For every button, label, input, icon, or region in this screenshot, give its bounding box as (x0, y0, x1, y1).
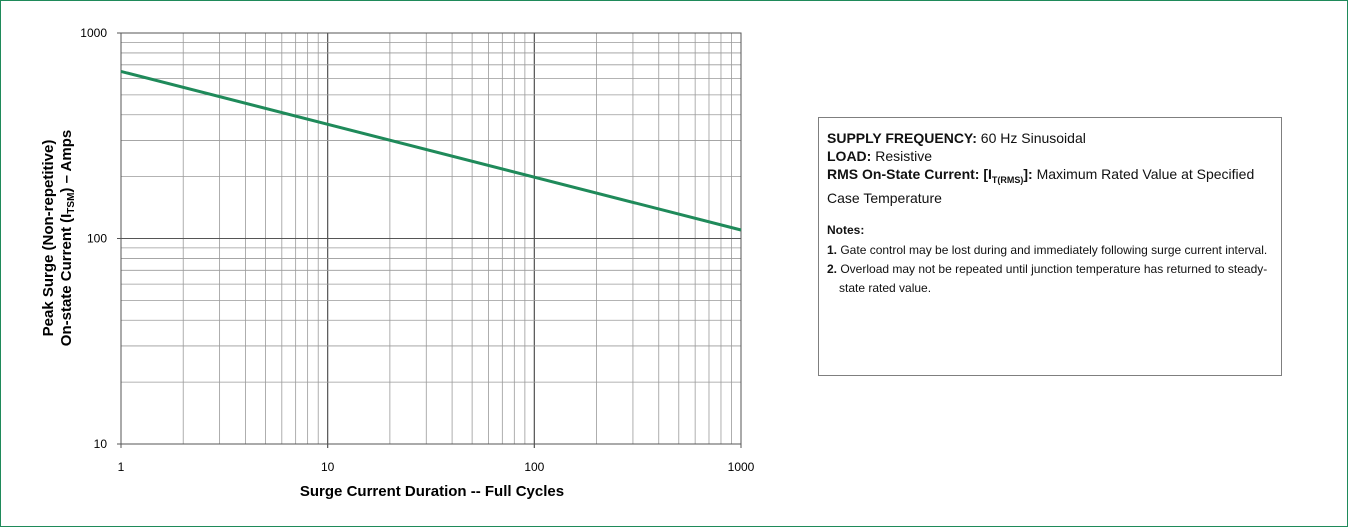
x-axis-label: Surge Current Duration -- Full Cycles (300, 483, 564, 500)
x-tick-label: 1000 (728, 460, 755, 474)
x-tick-label: 1 (118, 460, 125, 474)
y-tick-label: 10 (94, 437, 108, 451)
x-tick-label: 100 (524, 460, 544, 474)
surge-current-chart: 1 10 100 1000 10 100 1000 Surge Current Durati… (40, 26, 755, 500)
load-line: LOAD: Resistive (827, 148, 933, 164)
y-axis-label-line2: On-state Current (ITSM) – Amps (58, 130, 77, 346)
rms-current-line: RMS On-State Current: [IT(RMS)]: Maximum… (827, 166, 1255, 206)
y-tick-label: 100 (87, 232, 107, 246)
note-1: 1. Gate control may be lost during and i… (827, 243, 1268, 257)
plot-area-border (120, 32, 742, 445)
notes-title: Notes: (827, 223, 865, 237)
x-tick-label: 10 (321, 460, 335, 474)
series-lines (120, 69, 742, 232)
notes-box: SUPPLY FREQUENCY: 60 Hz Sinusoidal LOAD:… (818, 117, 1282, 376)
surge-current-line (120, 69, 742, 232)
supply-frequency-line: SUPPLY FREQUENCY: 60 Hz Sinusoidal (827, 130, 1086, 146)
y-axis-label-line1: Peak Surge (Non-repetitive) (40, 140, 57, 337)
y-tick-label: 1000 (80, 26, 107, 40)
grid (117, 32, 742, 448)
tick-labels: 1 10 100 1000 10 100 1000 (80, 26, 754, 474)
note-2: 2. Overload may not be repeated until ju… (827, 262, 1268, 295)
